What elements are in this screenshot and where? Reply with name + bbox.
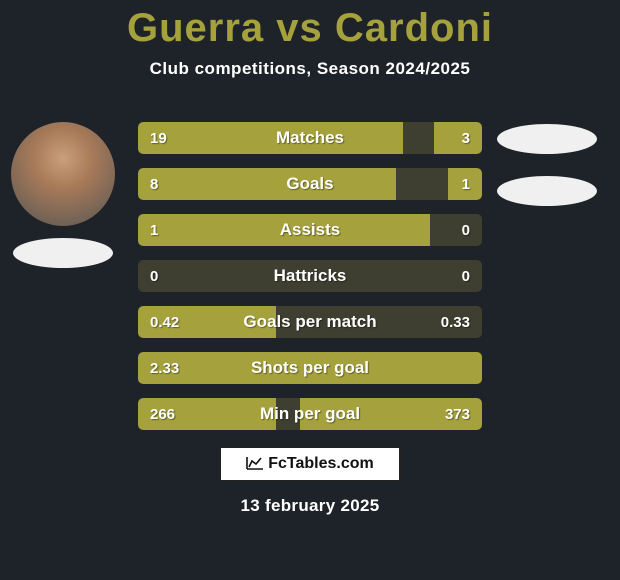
stat-row: 1Assists0 xyxy=(138,214,482,246)
comparison-date: 13 february 2025 xyxy=(0,496,620,516)
stat-row: 19Matches3 xyxy=(138,122,482,154)
stat-row: 2.33Shots per goal xyxy=(138,352,482,384)
chart-icon xyxy=(246,456,264,473)
stat-label: Min per goal xyxy=(138,404,482,424)
stat-row: 8Goals1 xyxy=(138,168,482,200)
footer: FcTables.com 13 february 2025 xyxy=(0,440,620,516)
stat-row: 0Hattricks0 xyxy=(138,260,482,292)
stat-value-right: 1 xyxy=(462,176,470,193)
stat-label: Matches xyxy=(138,128,482,148)
player-right-avatar-placeholder xyxy=(497,124,597,154)
title-vs: vs xyxy=(276,6,323,50)
stat-value-right: 0 xyxy=(462,222,470,239)
stat-label: Assists xyxy=(138,220,482,240)
stat-row: 266Min per goal373 xyxy=(138,398,482,430)
stat-value-right: 0.33 xyxy=(441,314,470,331)
stat-value-right: 373 xyxy=(445,406,470,423)
site-logo: FcTables.com xyxy=(219,446,401,482)
stat-row: 0.42Goals per match0.33 xyxy=(138,306,482,338)
stat-value-right: 0 xyxy=(462,268,470,285)
title-player-left: Guerra xyxy=(127,6,264,50)
stat-label: Goals per match xyxy=(138,312,482,332)
stat-label: Shots per goal xyxy=(138,358,482,378)
title-player-right: Cardoni xyxy=(335,6,493,50)
player-right-panel xyxy=(492,122,602,206)
player-right-shadow xyxy=(497,176,597,206)
player-left-shadow xyxy=(13,238,113,268)
stat-label: Hattricks xyxy=(138,266,482,286)
player-left-avatar xyxy=(11,122,115,226)
page-title: Guerra vs Cardoni xyxy=(0,0,620,51)
subtitle: Club competitions, Season 2024/2025 xyxy=(0,59,620,79)
stat-value-right: 3 xyxy=(462,130,470,147)
stat-label: Goals xyxy=(138,174,482,194)
player-left-panel xyxy=(8,122,118,268)
comparison-bars: 19Matches38Goals11Assists00Hattricks00.4… xyxy=(138,122,482,444)
logo-text: FcTables.com xyxy=(268,455,374,473)
